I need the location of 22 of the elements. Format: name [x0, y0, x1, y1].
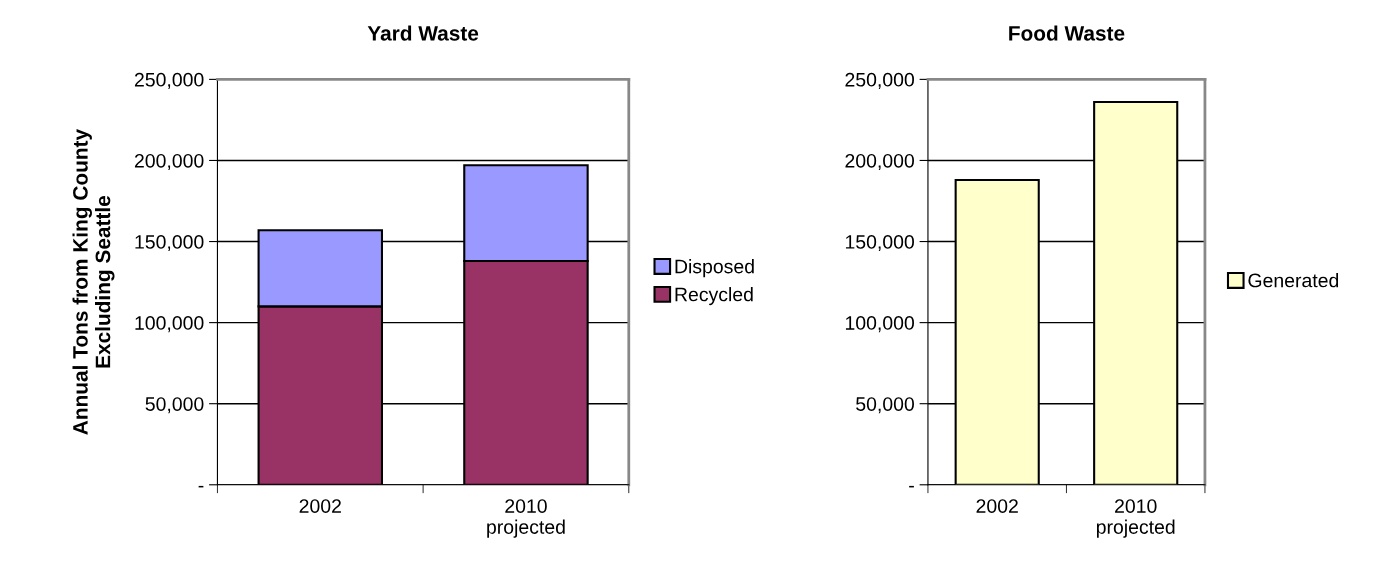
y-tick-label: 150,000 — [845, 235, 914, 252]
chart-title: Yard Waste — [367, 25, 479, 41]
legend-label: Recycled — [675, 287, 753, 306]
legend-label: Disposed — [675, 259, 754, 278]
y-tick-label: 150,000 — [135, 235, 204, 252]
y-tick-label: 50,000 — [856, 397, 914, 414]
y-tick-label: 200,000 — [134, 153, 204, 170]
y-tick-label: - — [909, 485, 914, 488]
y-tick-label: - — [198, 485, 204, 488]
y-tick-label: 200,000 — [845, 153, 914, 170]
y-axis-title: Annual Tons from King County Excluding Seattle — [72, 129, 115, 435]
x-tick-label: 2002 — [976, 499, 1018, 513]
x-tick-label: 2010 projected — [1096, 499, 1175, 538]
y-tick-label: 250,000 — [845, 72, 914, 89]
y-tick-label: 100,000 — [135, 316, 204, 333]
y-tick-label: 50,000 — [145, 397, 204, 414]
x-tick-label: 2010 projected — [487, 499, 565, 538]
legend-label: Generated — [1248, 273, 1339, 288]
y-tick-label: 250,000 — [134, 72, 204, 89]
chart-title: Food Waste — [1009, 25, 1125, 41]
x-tick-label: 2002 — [299, 499, 341, 513]
y-tick-label: 100,000 — [845, 316, 914, 333]
